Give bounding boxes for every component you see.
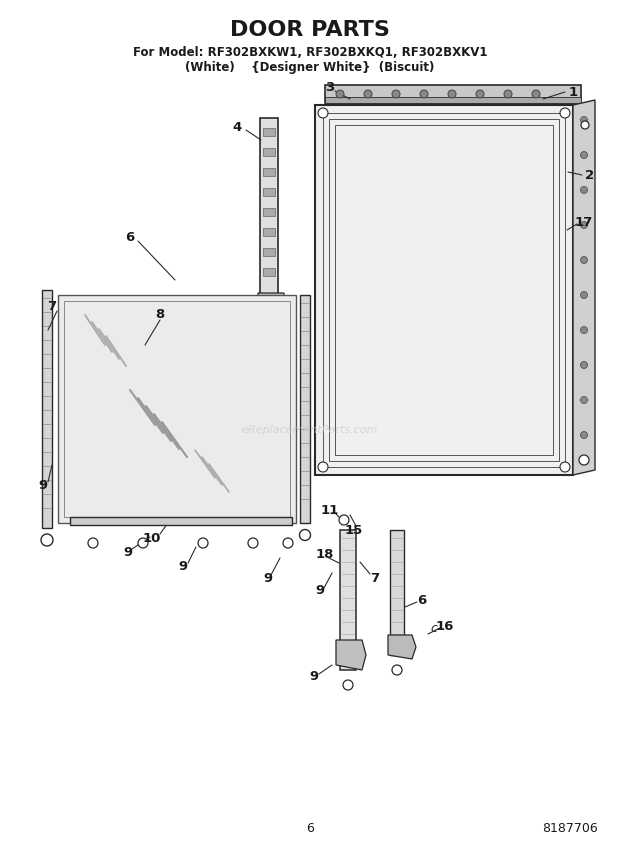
Polygon shape bbox=[340, 530, 356, 670]
Text: 9: 9 bbox=[316, 585, 324, 597]
Text: 9: 9 bbox=[38, 479, 48, 491]
Polygon shape bbox=[336, 640, 366, 670]
Circle shape bbox=[318, 108, 328, 118]
Circle shape bbox=[579, 455, 589, 465]
Polygon shape bbox=[263, 148, 275, 156]
Polygon shape bbox=[263, 228, 275, 236]
Polygon shape bbox=[58, 295, 296, 523]
Text: 10: 10 bbox=[143, 532, 161, 544]
Circle shape bbox=[248, 538, 258, 548]
Circle shape bbox=[580, 396, 588, 403]
Circle shape bbox=[580, 257, 588, 264]
Circle shape bbox=[392, 665, 402, 675]
Polygon shape bbox=[263, 128, 275, 136]
Text: 3: 3 bbox=[326, 80, 335, 93]
Circle shape bbox=[420, 90, 428, 98]
Circle shape bbox=[580, 222, 588, 229]
Text: 7: 7 bbox=[48, 300, 56, 313]
Polygon shape bbox=[70, 517, 292, 525]
Circle shape bbox=[504, 90, 512, 98]
Circle shape bbox=[392, 90, 400, 98]
Text: 18: 18 bbox=[316, 549, 334, 562]
Text: 4: 4 bbox=[232, 121, 242, 134]
Circle shape bbox=[560, 462, 570, 472]
Text: 9: 9 bbox=[179, 560, 188, 573]
Circle shape bbox=[138, 538, 148, 548]
Circle shape bbox=[318, 462, 328, 472]
Circle shape bbox=[198, 538, 208, 548]
Polygon shape bbox=[260, 118, 278, 313]
Polygon shape bbox=[390, 530, 404, 655]
Circle shape bbox=[336, 90, 344, 98]
Text: eReplacementParts.com: eReplacementParts.com bbox=[242, 425, 378, 435]
Circle shape bbox=[476, 90, 484, 98]
Polygon shape bbox=[325, 85, 581, 103]
Polygon shape bbox=[42, 290, 52, 528]
Text: 16: 16 bbox=[436, 620, 454, 633]
Text: 8187706: 8187706 bbox=[542, 822, 598, 835]
Text: 6: 6 bbox=[306, 822, 314, 835]
Circle shape bbox=[580, 187, 588, 193]
Circle shape bbox=[339, 515, 349, 525]
Text: c: c bbox=[430, 622, 437, 635]
Circle shape bbox=[580, 292, 588, 299]
Circle shape bbox=[581, 121, 589, 129]
Circle shape bbox=[41, 534, 53, 546]
Circle shape bbox=[580, 361, 588, 368]
Polygon shape bbox=[325, 97, 581, 103]
Text: 2: 2 bbox=[585, 169, 595, 181]
Text: 17: 17 bbox=[575, 216, 593, 229]
Text: 15: 15 bbox=[345, 524, 363, 537]
Circle shape bbox=[448, 90, 456, 98]
Text: 6: 6 bbox=[125, 230, 135, 243]
Polygon shape bbox=[263, 188, 275, 196]
Circle shape bbox=[364, 90, 372, 98]
Polygon shape bbox=[300, 295, 310, 523]
Text: 6: 6 bbox=[417, 593, 427, 607]
Circle shape bbox=[88, 538, 98, 548]
Polygon shape bbox=[315, 105, 573, 475]
Polygon shape bbox=[388, 635, 416, 659]
Polygon shape bbox=[263, 168, 275, 176]
Circle shape bbox=[580, 326, 588, 334]
Polygon shape bbox=[263, 268, 275, 276]
Polygon shape bbox=[263, 208, 275, 216]
Text: 9: 9 bbox=[309, 669, 319, 682]
Polygon shape bbox=[337, 127, 551, 453]
Text: 8: 8 bbox=[156, 308, 165, 322]
Polygon shape bbox=[573, 100, 595, 475]
Text: DOOR PARTS: DOOR PARTS bbox=[230, 20, 390, 40]
Circle shape bbox=[299, 530, 311, 540]
Text: For Model: RF302BXKW1, RF302BXKQ1, RF302BXKV1: For Model: RF302BXKW1, RF302BXKQ1, RF302… bbox=[133, 45, 487, 58]
Text: 9: 9 bbox=[264, 573, 273, 586]
Text: (White)    {Designer White}  (Biscuit): (White) {Designer White} (Biscuit) bbox=[185, 61, 435, 74]
Text: 7: 7 bbox=[370, 572, 379, 585]
Text: 9: 9 bbox=[123, 546, 133, 560]
Text: 1: 1 bbox=[569, 86, 578, 98]
Circle shape bbox=[343, 680, 353, 690]
Circle shape bbox=[580, 116, 588, 123]
Circle shape bbox=[580, 431, 588, 438]
Circle shape bbox=[560, 108, 570, 118]
Polygon shape bbox=[258, 293, 284, 325]
Circle shape bbox=[532, 90, 540, 98]
Circle shape bbox=[580, 152, 588, 158]
Polygon shape bbox=[263, 248, 275, 256]
Circle shape bbox=[283, 538, 293, 548]
Text: 11: 11 bbox=[321, 503, 339, 516]
